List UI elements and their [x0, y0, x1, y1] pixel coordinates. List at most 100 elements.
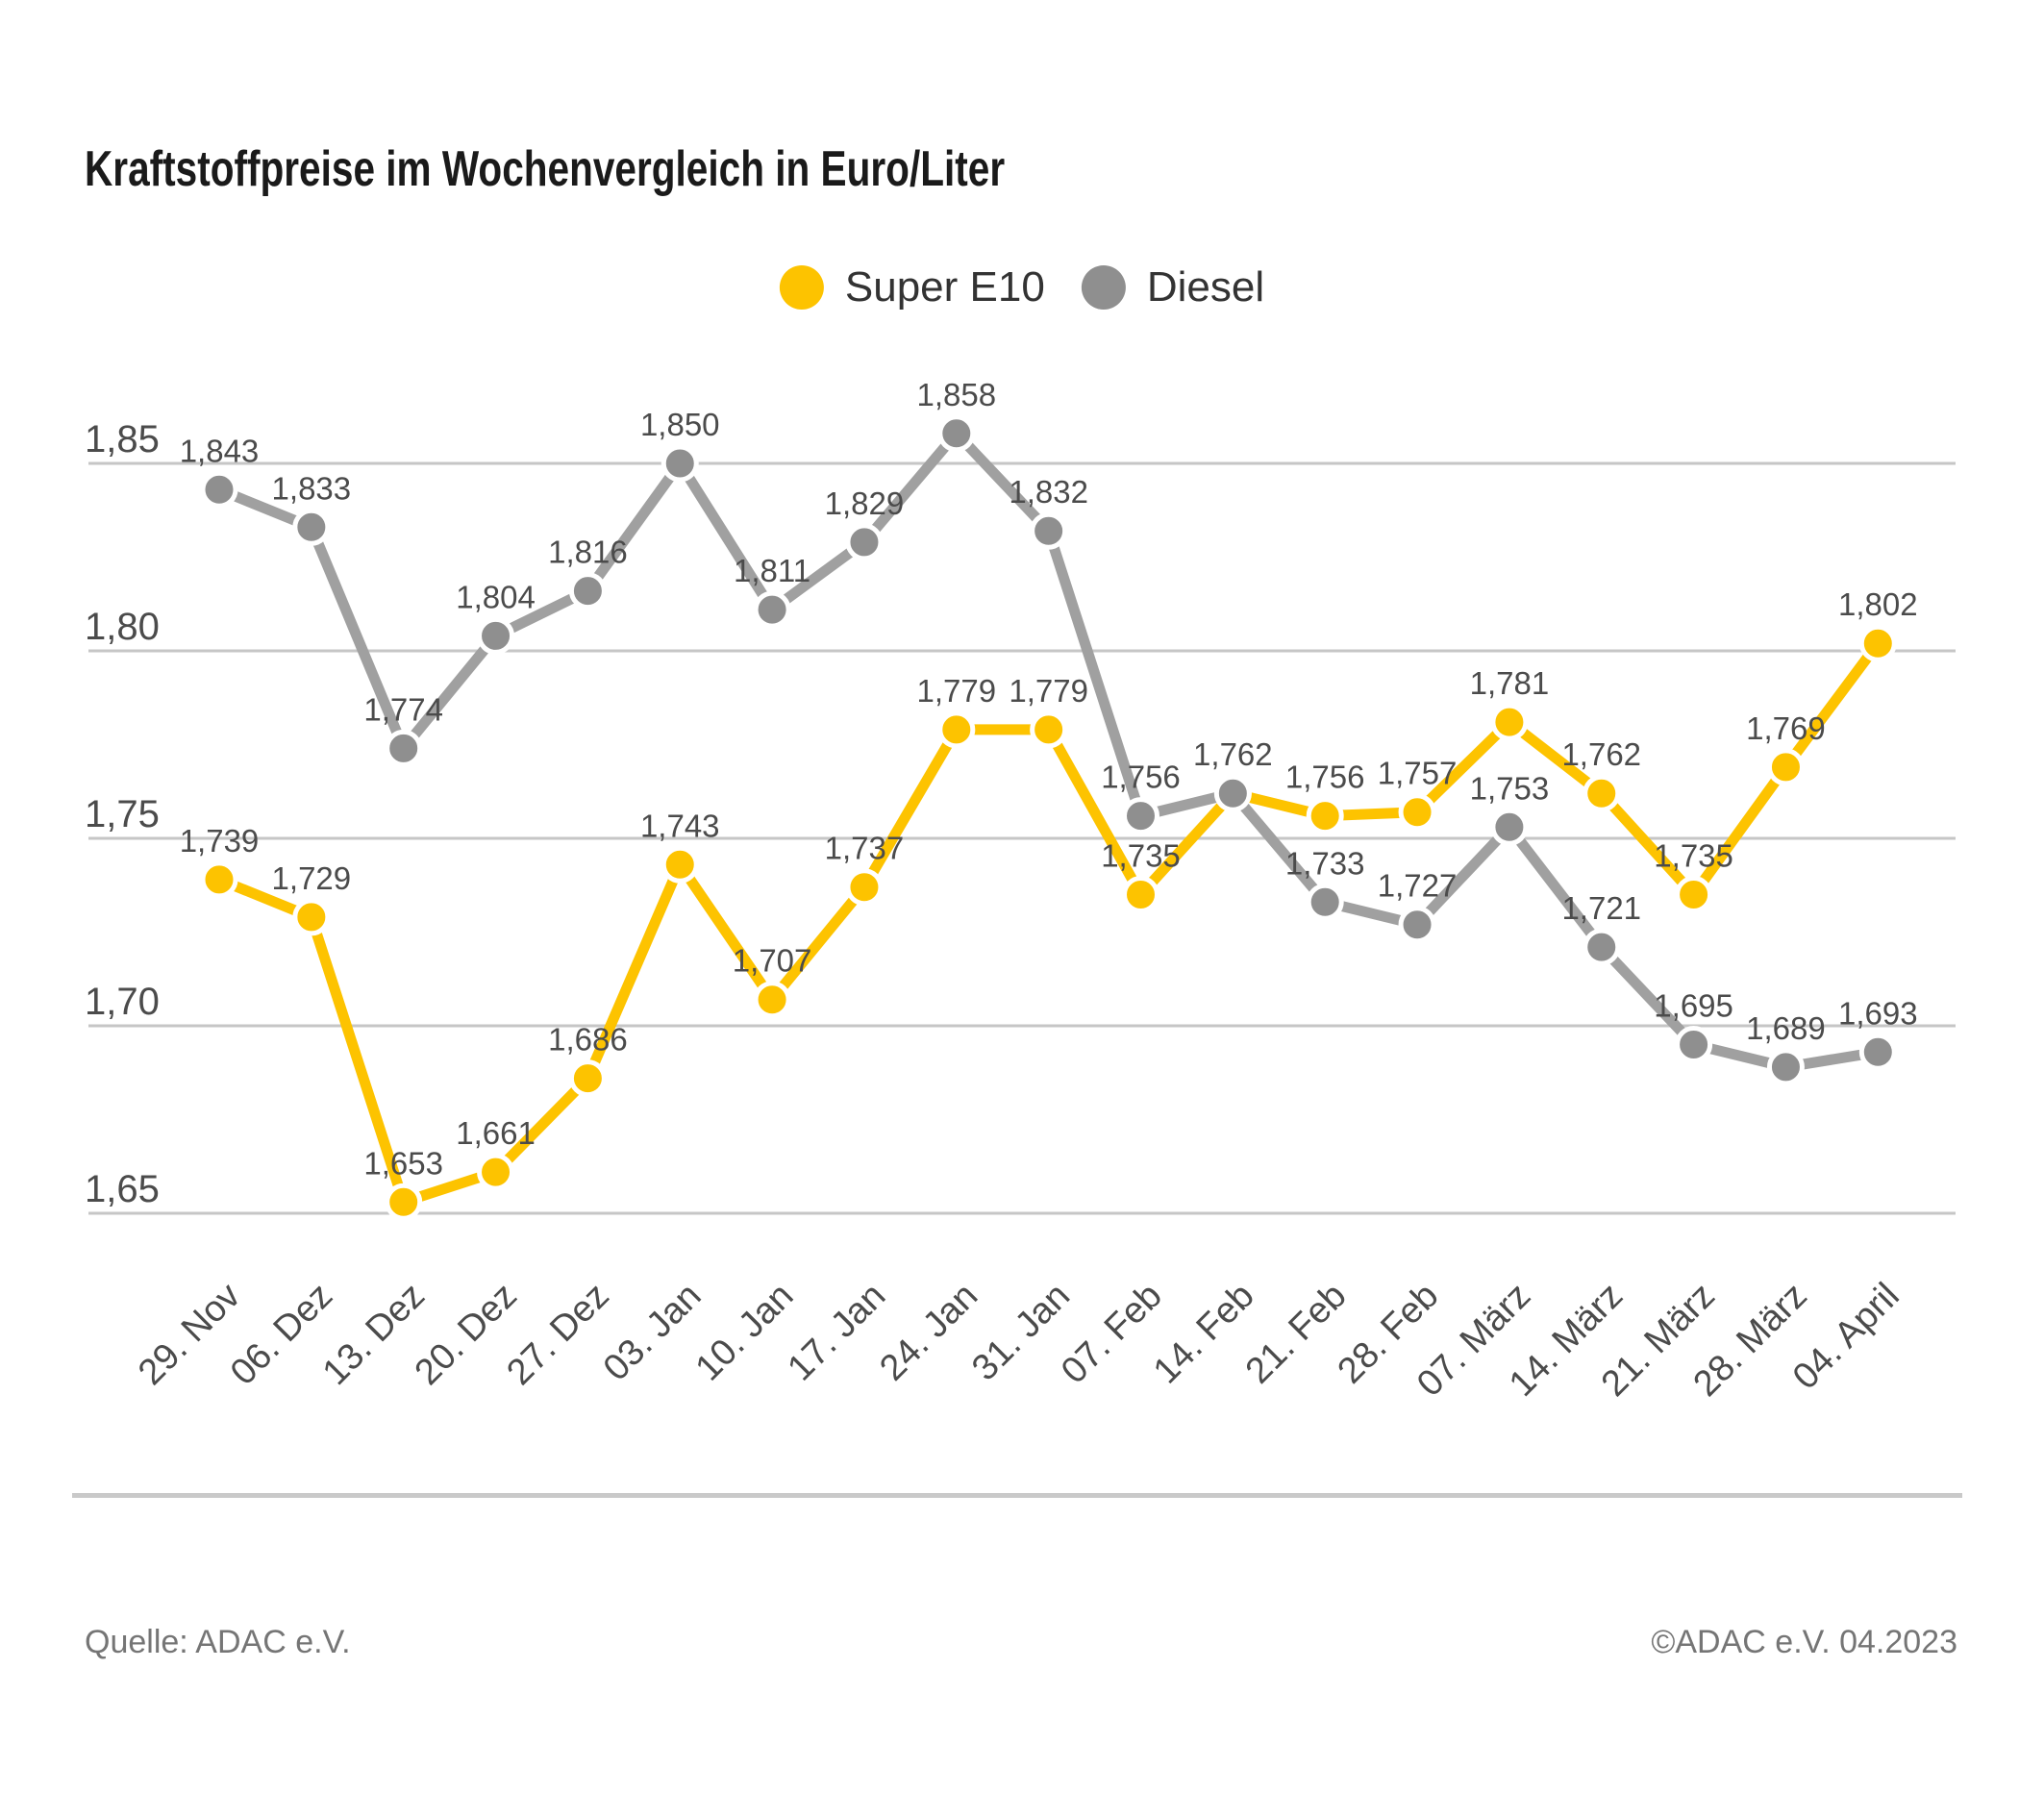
data-point-diesel-13-dez — [385, 729, 423, 767]
data-point-diesel-21-m-rz — [1675, 1026, 1713, 1063]
data-point-super-e10-03-jan — [661, 845, 699, 884]
data-point-label-super-e10-07-feb: 1,735 — [1101, 838, 1181, 874]
data-point-super-e10-13-dez — [385, 1183, 423, 1221]
data-point-diesel-04-april — [1858, 1033, 1897, 1071]
data-point-super-e10-24-jan — [937, 710, 976, 749]
data-point-label-diesel-17-jan: 1,829 — [825, 486, 905, 521]
data-point-super-e10-07-feb — [1122, 876, 1159, 913]
data-point-diesel-06-dez — [292, 508, 331, 546]
data-point-label-super-e10-17-jan: 1,737 — [825, 831, 905, 866]
data-point-label-diesel-03-jan: 1,850 — [640, 407, 720, 442]
data-point-label-super-e10-31-jan: 1,779 — [1009, 673, 1088, 709]
x-axis-tick-label: 21. Feb — [1238, 1276, 1355, 1392]
legend-label-diesel: Diesel — [1146, 263, 1265, 311]
data-point-label-super-e10-24-jan: 1,779 — [917, 673, 997, 709]
data-point-label-diesel-28-m-rz: 1,689 — [1746, 1010, 1826, 1046]
legend-label-super-e10: Super E10 — [844, 263, 1045, 311]
data-point-super-e10-21-m-rz — [1675, 876, 1713, 913]
data-point-super-e10-27-dez — [568, 1059, 607, 1098]
data-point-label-diesel-07-feb: 1,756 — [1101, 760, 1181, 795]
data-point-label-diesel-10-jan: 1,811 — [734, 553, 810, 588]
x-axis-tick-label: 06. Dez — [223, 1276, 340, 1393]
x-axis-tick-label: 17. Jan — [780, 1276, 893, 1389]
data-point-diesel-20-dez — [477, 616, 515, 655]
data-point-diesel-14-feb — [1213, 774, 1252, 812]
y-axis-tick-label: 1,80 — [85, 606, 160, 648]
data-point-diesel-07-m-rz — [1490, 808, 1529, 846]
data-point-diesel-21-feb — [1306, 883, 1344, 921]
data-point-super-e10-06-dez — [292, 898, 331, 936]
data-point-diesel-14-m-rz — [1583, 928, 1621, 966]
data-point-super-e10-28-feb — [1398, 793, 1436, 832]
data-point-super-e10-10-jan — [753, 981, 791, 1019]
y-axis-tick-label: 1,85 — [85, 418, 160, 461]
data-point-super-e10-17-jan — [845, 868, 884, 907]
data-point-label-super-e10-10-jan: 1,707 — [733, 943, 812, 979]
data-point-diesel-17-jan — [845, 523, 884, 561]
data-point-label-diesel-20-dez: 1,804 — [456, 579, 536, 614]
x-axis-tick-label: 14. Feb — [1146, 1276, 1262, 1392]
copyright-note: ©ADAC e.V. 04.2023 — [1651, 1624, 1957, 1660]
x-axis-tick-label: 20. Dez — [408, 1276, 525, 1393]
data-point-diesel-28-feb — [1398, 906, 1436, 944]
data-point-label-super-e10-21-feb: 1,756 — [1285, 760, 1365, 795]
data-point-label-super-e10-03-jan: 1,743 — [640, 808, 720, 843]
data-point-diesel-07-feb — [1122, 797, 1159, 835]
data-point-label-super-e10-20-dez: 1,661 — [456, 1115, 536, 1151]
data-point-label-diesel-13-dez: 1,774 — [363, 691, 443, 727]
data-point-label-super-e10-28-feb: 1,757 — [1378, 756, 1458, 791]
data-point-label-diesel-07-m-rz: 1,753 — [1470, 770, 1550, 806]
legend-dot-diesel-icon — [1081, 265, 1126, 310]
chart-legend: Super E10 Diesel — [779, 263, 1265, 311]
x-axis-tick-label: 03. Jan — [596, 1276, 710, 1389]
data-point-label-diesel-06-dez: 1,833 — [272, 470, 352, 506]
data-point-super-e10-14-m-rz — [1583, 774, 1621, 812]
data-point-diesel-27-dez — [568, 572, 607, 610]
x-axis-tick-label: 13. Dez — [315, 1276, 433, 1393]
x-axis-tick-label: 31. Jan — [964, 1276, 1078, 1389]
data-point-super-e10-31-jan — [1030, 710, 1068, 749]
data-point-label-diesel-28-feb: 1,727 — [1378, 868, 1458, 904]
data-point-diesel-24-jan — [937, 414, 976, 453]
legend-item-diesel: Diesel — [1081, 263, 1265, 311]
data-point-label-diesel-14-m-rz: 1,721 — [1561, 890, 1641, 926]
data-point-label-diesel-27-dez: 1,816 — [548, 535, 628, 570]
data-point-label-diesel-24-jan: 1,858 — [917, 377, 997, 412]
data-point-label-diesel-29-nov: 1,843 — [180, 433, 260, 468]
y-axis-tick-label: 1,70 — [85, 981, 160, 1023]
data-point-super-e10-04-april — [1858, 624, 1897, 662]
data-point-label-diesel-14-feb: 1,762 — [1193, 736, 1273, 772]
data-point-label-super-e10-04-april: 1,802 — [1838, 586, 1918, 622]
x-axis-tick-label: 07. Feb — [1054, 1276, 1170, 1392]
x-axis-tick-label: 27. Dez — [499, 1276, 616, 1393]
y-axis-tick-label: 1,75 — [85, 793, 160, 835]
footer-divider — [72, 1493, 1962, 1498]
y-axis-tick-label: 1,65 — [85, 1168, 160, 1210]
data-point-diesel-03-jan — [661, 444, 699, 483]
data-point-label-super-e10-14-m-rz: 1,762 — [1561, 736, 1641, 772]
data-point-diesel-10-jan — [753, 590, 791, 629]
data-point-super-e10-28-m-rz — [1766, 748, 1805, 786]
legend-dot-super-e10-icon — [779, 265, 824, 310]
x-axis-tick-label: 29. Nov — [131, 1276, 248, 1393]
x-axis-tick-label: 24. Jan — [872, 1276, 985, 1389]
data-point-label-super-e10-27-dez: 1,686 — [548, 1022, 628, 1058]
data-point-super-e10-29-nov — [200, 860, 238, 899]
data-point-label-super-e10-06-dez: 1,729 — [272, 860, 352, 896]
legend-item-super-e10: Super E10 — [779, 263, 1045, 311]
chart-title: Kraftstoffpreise im Wochenvergleich in E… — [85, 141, 1006, 197]
source-note: Quelle: ADAC e.V. — [85, 1624, 351, 1660]
data-point-diesel-28-m-rz — [1766, 1048, 1805, 1086]
data-point-super-e10-20-dez — [477, 1153, 515, 1191]
data-point-label-diesel-04-april: 1,693 — [1838, 995, 1918, 1031]
data-point-label-diesel-31-jan: 1,832 — [1009, 474, 1088, 510]
data-point-super-e10-21-feb — [1306, 797, 1344, 835]
data-point-super-e10-07-m-rz — [1490, 703, 1529, 741]
x-axis-tick-label: 10. Jan — [688, 1276, 802, 1389]
data-point-diesel-31-jan — [1030, 511, 1068, 550]
data-point-label-super-e10-29-nov: 1,739 — [180, 823, 260, 859]
data-point-diesel-29-nov — [200, 470, 238, 509]
data-point-label-diesel-21-m-rz: 1,695 — [1654, 988, 1733, 1024]
